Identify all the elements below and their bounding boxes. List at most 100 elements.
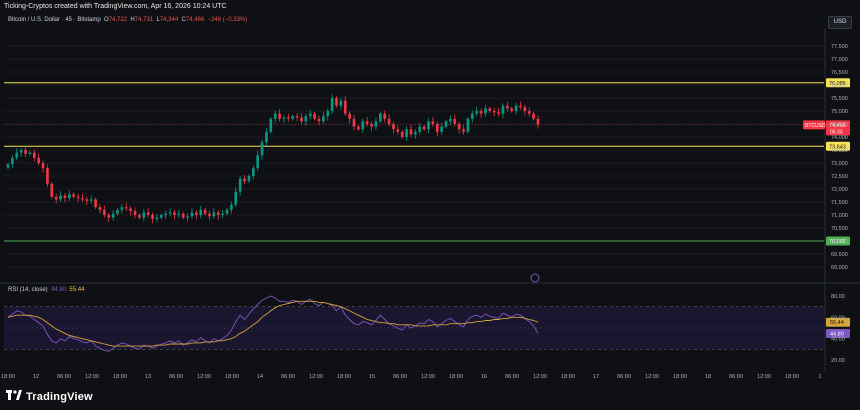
candle-body xyxy=(295,116,299,118)
time-tick-label: 14 xyxy=(257,374,263,380)
candle-body xyxy=(225,209,229,214)
top-bar: Ticking-Cryptos created with TradingView… xyxy=(0,0,860,16)
time-tick-label: 06:00 xyxy=(281,374,295,380)
candle-body xyxy=(199,209,203,215)
current-price-label: 74,466 xyxy=(829,123,846,129)
candle-body xyxy=(409,129,413,135)
candle-body xyxy=(59,195,62,200)
time-tick-label: 18:00 xyxy=(113,374,127,380)
candle-body xyxy=(19,150,23,153)
time-tick-label: 06:00 xyxy=(729,374,743,380)
candle-body xyxy=(374,121,378,127)
time-tick-label: 15 xyxy=(369,374,375,380)
candle-body xyxy=(129,208,132,212)
price-tick-label: 77,500 xyxy=(831,44,848,50)
price-tick-label: 73,000 xyxy=(831,161,848,167)
candle-body xyxy=(484,108,487,114)
time-tick-label: 18:00 xyxy=(225,374,239,380)
candle-body xyxy=(37,157,40,163)
candle-body xyxy=(400,131,404,137)
time-tick-label: 17 xyxy=(593,374,599,380)
candle-body xyxy=(379,113,382,122)
rsi-tick-label: 60.00 xyxy=(831,315,845,321)
candle-body xyxy=(308,113,312,117)
candle-body xyxy=(190,212,194,217)
brand-name: TradingView xyxy=(26,391,93,403)
candle-body xyxy=(462,129,465,132)
candle-body xyxy=(470,113,474,119)
low-label: L xyxy=(156,17,160,23)
symbol-badge xyxy=(803,120,825,130)
candle-body xyxy=(343,100,347,114)
high-value: 74,731 xyxy=(134,17,154,23)
candle-body xyxy=(269,118,273,132)
currency-button[interactable]: USD xyxy=(828,16,852,29)
candle-body xyxy=(387,118,391,124)
time-tick-label: 18:00 xyxy=(673,374,687,380)
rsi-ma-line xyxy=(7,300,539,347)
candle-body xyxy=(138,215,141,218)
candle-body xyxy=(146,212,150,215)
candle-body xyxy=(418,126,422,132)
candle-body xyxy=(221,213,224,215)
candle-body xyxy=(63,195,67,199)
candle-body xyxy=(133,211,137,215)
countdown-label: 05:33 xyxy=(830,129,843,135)
rsi-tick-label: 20.00 xyxy=(831,358,845,364)
price-tick-label: 70,500 xyxy=(831,226,848,232)
candle-body xyxy=(260,142,264,156)
symbol-legend: Bitcoin / U.S. Dollar · 45 · Bitstamp O7… xyxy=(8,17,247,23)
time-tick-label: 18:00 xyxy=(561,374,575,380)
candle-body xyxy=(365,121,369,124)
price-tick-label: 76,000 xyxy=(831,83,848,89)
high-label: H xyxy=(130,17,135,23)
time-tick-label: 06:00 xyxy=(393,374,407,380)
candle-body xyxy=(519,105,522,108)
candle-body xyxy=(265,131,268,143)
candle-body xyxy=(89,199,93,201)
candle-body xyxy=(251,168,255,176)
candle-body xyxy=(352,118,356,127)
candle-body xyxy=(72,194,76,197)
candle-body xyxy=(427,121,430,130)
price-tick-label: 69,500 xyxy=(831,252,848,258)
time-tick-label: 12:00 xyxy=(85,374,99,380)
candle-body xyxy=(247,176,251,182)
candle-body xyxy=(103,209,106,215)
candle-body xyxy=(238,178,242,192)
rsi-label[interactable]: RSI (14, close) xyxy=(8,287,48,293)
candle-body xyxy=(536,118,540,125)
time-tick-label: 12:00 xyxy=(197,374,211,380)
rsi-tick-label: 80.00 xyxy=(831,294,845,300)
candle-body xyxy=(405,129,408,137)
candle-body xyxy=(466,118,470,132)
time-tick-label: 06:00 xyxy=(57,374,71,380)
tradingview-brand[interactable]: TradingView xyxy=(6,390,93,403)
candle-body xyxy=(234,191,238,205)
candle-body xyxy=(300,117,303,122)
candle-body xyxy=(361,121,365,130)
price-level-badge xyxy=(826,236,850,246)
symbol-name[interactable]: Bitcoin / U.S. Dollar · 45 · Bitstamp xyxy=(8,17,101,23)
event-marker-icon xyxy=(530,273,540,283)
candle-body xyxy=(107,215,111,218)
price-tick-label: 72,500 xyxy=(831,174,848,180)
rsi-value-badge xyxy=(826,329,850,339)
candle-body xyxy=(440,126,443,132)
candle-body xyxy=(168,212,172,214)
candle-body xyxy=(68,194,71,199)
candle-body xyxy=(370,124,373,127)
candle-body xyxy=(383,113,387,119)
candle-body xyxy=(457,124,461,130)
candle-body xyxy=(510,108,514,111)
candle-body xyxy=(414,131,417,135)
rsi-tick-label: 40.00 xyxy=(831,337,845,343)
candle-body xyxy=(111,213,115,218)
candle-body xyxy=(94,199,97,208)
candle-body xyxy=(326,111,330,117)
time-tick-label: 18 xyxy=(705,374,711,380)
rsi-legend: RSI (14, close) 44.80 55.44 xyxy=(8,287,84,293)
candle-body xyxy=(479,111,483,114)
candle-body xyxy=(287,117,290,119)
